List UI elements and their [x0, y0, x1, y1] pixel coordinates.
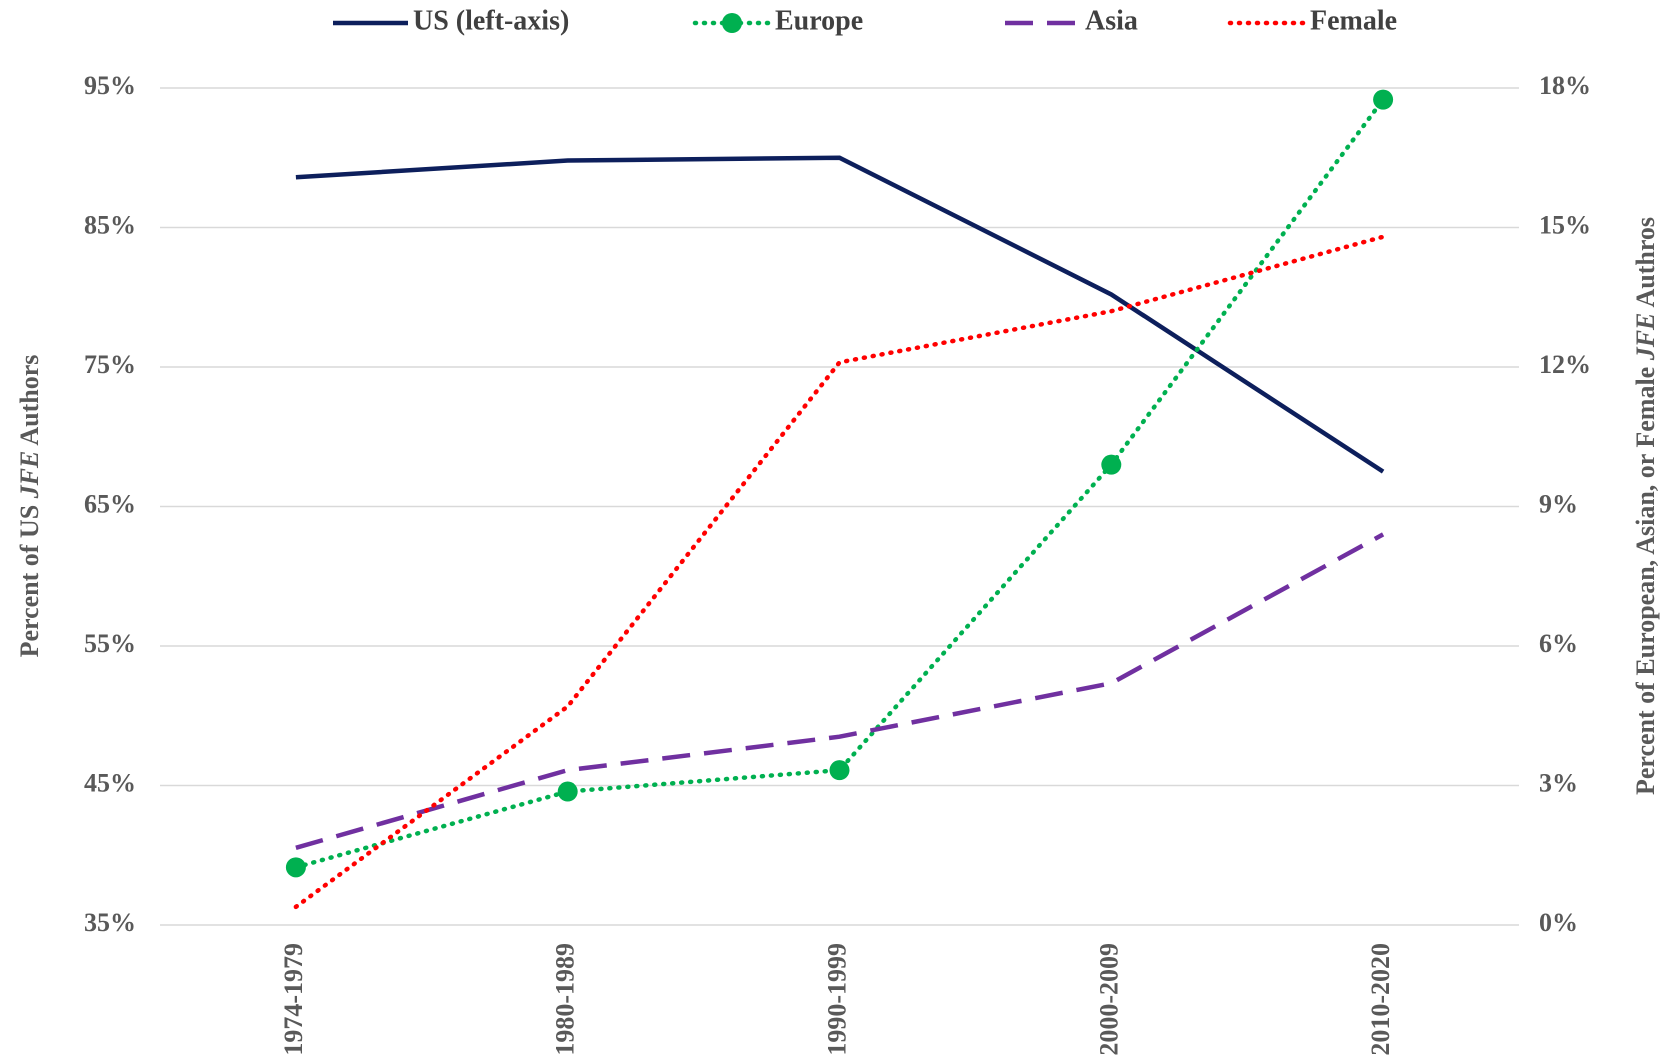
y2-axis-label: Percent of European, Asian, or Female JF… — [1631, 217, 1660, 795]
legend-label: Asia — [1085, 5, 1138, 36]
y2-tick-label: 3% — [1539, 768, 1578, 797]
x-tick-label: 1990-1999 — [822, 943, 851, 1056]
y2-label-part: Percent of European, Asian, or Female — [1631, 360, 1660, 795]
y2-tick-label: 9% — [1539, 489, 1578, 518]
y-tick-label: 35% — [84, 908, 136, 937]
series-marker — [557, 781, 578, 802]
x-tick-label: 1980-1989 — [551, 943, 580, 1056]
y-label-part: JFE — [15, 451, 44, 500]
series-line — [295, 532, 1385, 850]
series-line — [295, 155, 1385, 474]
series-line — [293, 234, 1386, 910]
y-tick-label: 75% — [84, 350, 136, 379]
series-marker — [1373, 89, 1394, 110]
y2-tick-label: 6% — [1539, 629, 1578, 658]
x-tick-label: 2000-2009 — [1094, 943, 1123, 1056]
series-line — [293, 97, 1386, 870]
y-tick-label: 55% — [84, 629, 136, 658]
y-axis-label: Percent of US JFE Authors — [15, 355, 44, 658]
legend-label: Europe — [775, 5, 863, 36]
x-tick-label: 1974-1979 — [279, 943, 308, 1056]
y-tick-label: 95% — [84, 71, 136, 100]
y-tick-label: 65% — [84, 489, 136, 518]
y2-tick-label: 12% — [1539, 350, 1591, 379]
legend-marker — [722, 13, 742, 33]
y2-label-part: JFE — [1631, 313, 1660, 362]
y-tick-label: 85% — [84, 210, 136, 239]
y2-tick-label: 18% — [1539, 71, 1591, 100]
series-marker — [285, 857, 306, 878]
series-marker — [829, 760, 850, 781]
legend-label: Female — [1310, 5, 1397, 36]
y2-tick-label: 0% — [1539, 908, 1578, 937]
y2-tick-label: 15% — [1539, 210, 1591, 239]
y-label-part: Authors — [15, 355, 44, 451]
y-tick-label: 45% — [84, 768, 136, 797]
y2-label-part: Authros — [1631, 217, 1660, 313]
y-label-part: Percent of US — [15, 498, 44, 657]
legend-label: US (left-axis) — [413, 5, 569, 36]
series-marker — [1101, 454, 1122, 475]
x-tick-label: 2010-2020 — [1366, 943, 1395, 1056]
